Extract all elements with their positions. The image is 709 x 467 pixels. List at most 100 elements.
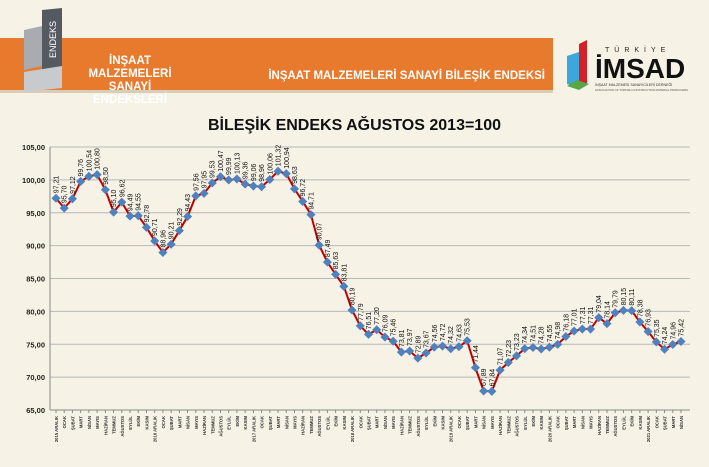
data-label: 74,72	[440, 323, 447, 341]
data-label: 100,94	[284, 147, 291, 169]
data-point	[470, 363, 480, 373]
data-label: 96,72	[300, 179, 307, 197]
data-label: 87,49	[325, 240, 332, 258]
data-label: 76,18	[563, 314, 570, 332]
x-tick-label: OCAK	[161, 416, 166, 428]
data-label: 100,06	[267, 153, 274, 175]
data-point	[487, 386, 497, 396]
data-label: 95,10	[111, 189, 118, 207]
data-point	[109, 207, 119, 217]
x-tick-label: HAZİRAN	[597, 416, 602, 435]
x-tick-label: AĞUSTOS	[416, 416, 421, 437]
data-label: 97,21	[54, 176, 61, 194]
x-tick-label: TEMMUZ	[506, 416, 511, 434]
header-band	[0, 38, 553, 90]
x-tick-label: MAYIS	[589, 416, 594, 429]
data-point	[257, 182, 267, 192]
y-tick-label: 105,00	[22, 143, 45, 152]
data-label: 73,81	[399, 329, 406, 347]
data-label: 77,01	[572, 308, 579, 326]
data-label: 75,53	[465, 318, 472, 336]
data-label: 74,55	[547, 325, 554, 343]
x-tick-label: 2017 ARALIK	[251, 416, 256, 442]
x-tick-label: HAZİRAN	[498, 416, 503, 435]
x-tick-label: MART	[177, 416, 182, 429]
data-label: 97,56	[193, 173, 200, 191]
x-tick-label: ŞUBAT	[169, 416, 174, 431]
data-label: 78,38	[637, 299, 644, 317]
data-point	[660, 344, 670, 354]
logo-text: ENDEKS	[48, 21, 58, 58]
data-label: 79,79	[613, 290, 620, 308]
x-tick-label: 2018 ARALIK	[350, 416, 355, 442]
data-label: 74,34	[522, 326, 529, 344]
data-label: 77,79	[358, 303, 365, 321]
x-tick-label: AĞUSTOS	[218, 416, 223, 437]
x-tick-label: MART	[79, 416, 84, 429]
x-tick-label: EYLÜL	[523, 416, 528, 430]
x-tick-label: OCAK	[358, 416, 363, 428]
x-tick-label: MART	[375, 416, 380, 429]
data-point	[643, 327, 653, 337]
data-label: 74,96	[670, 322, 677, 340]
data-label: 98,50	[103, 167, 110, 185]
data-label: 99,76	[78, 159, 85, 177]
data-label: 94,43	[185, 194, 192, 212]
data-label: 90,71	[152, 218, 159, 236]
data-point	[347, 305, 357, 315]
data-label: 74,28	[539, 326, 546, 344]
data-label: 72,89	[415, 335, 422, 353]
data-label: 95,70	[62, 186, 69, 204]
x-tick-label: KASIM	[539, 415, 544, 429]
y-tick-label: 65,00	[26, 406, 45, 415]
data-point	[536, 344, 546, 354]
data-label: 71,07	[498, 347, 505, 365]
series-line	[55, 170, 682, 393]
data-point	[569, 326, 579, 336]
x-tick-label: MART	[671, 416, 676, 429]
x-tick-label: 2020 ARALIK	[547, 416, 552, 442]
data-label: 101,32	[276, 145, 283, 167]
data-label: 99,36	[243, 161, 250, 179]
x-tick-label: NİSAN	[284, 416, 289, 429]
x-tick-label: NİSAN	[580, 416, 585, 429]
x-tick-label: 2019 ARALIK	[449, 416, 454, 442]
data-label: 99,99	[226, 157, 233, 175]
x-tick-label: EYLÜL	[325, 416, 330, 430]
data-label: 77,31	[588, 306, 595, 324]
x-tick-label: NİSAN	[383, 416, 388, 429]
y-tick-label: 85,00	[26, 275, 45, 284]
data-label: 74,51	[530, 325, 537, 343]
data-label: 79,04	[596, 295, 603, 313]
x-tick-label: 2016 ARALIK	[153, 416, 158, 442]
x-tick-label: AĞUSTOS	[317, 416, 322, 437]
data-label: 100,80	[95, 148, 102, 170]
imsad-line-2: ASSOCIATION OF TURKISH CONSTRUCTION MATE…	[595, 88, 688, 92]
x-tick-label: AĞUSTOS	[120, 416, 125, 437]
data-point	[281, 169, 291, 179]
x-tick-label: TEMMUZ	[408, 416, 413, 434]
x-tick-label: KASIM	[243, 415, 248, 429]
imsad-name: İMSAD	[595, 53, 685, 84]
data-label: 77,31	[580, 306, 587, 324]
data-label: 100,54	[86, 150, 93, 172]
x-tick-label: MAYIS	[391, 416, 396, 429]
data-label: 75,42	[679, 319, 686, 337]
data-label: 73,97	[407, 328, 414, 346]
data-point	[306, 210, 316, 220]
x-tick-label: EKİM	[630, 415, 635, 426]
data-label: 85,63	[333, 252, 340, 270]
x-tick-label: KASIM	[342, 415, 347, 429]
data-label: 75,35	[654, 319, 661, 337]
data-point	[437, 341, 448, 351]
data-point	[651, 337, 661, 347]
data-point	[174, 226, 184, 236]
data-point	[117, 197, 127, 207]
data-point	[586, 324, 596, 334]
data-point	[553, 339, 563, 349]
brand-line-1: İNŞAAT MALZEMELERİ	[88, 55, 172, 80]
x-tick-label: EKİM	[432, 415, 437, 426]
x-tick-label: KASIM	[144, 415, 149, 429]
data-label: 96,62	[119, 179, 126, 197]
data-label: 100,47	[218, 150, 225, 172]
